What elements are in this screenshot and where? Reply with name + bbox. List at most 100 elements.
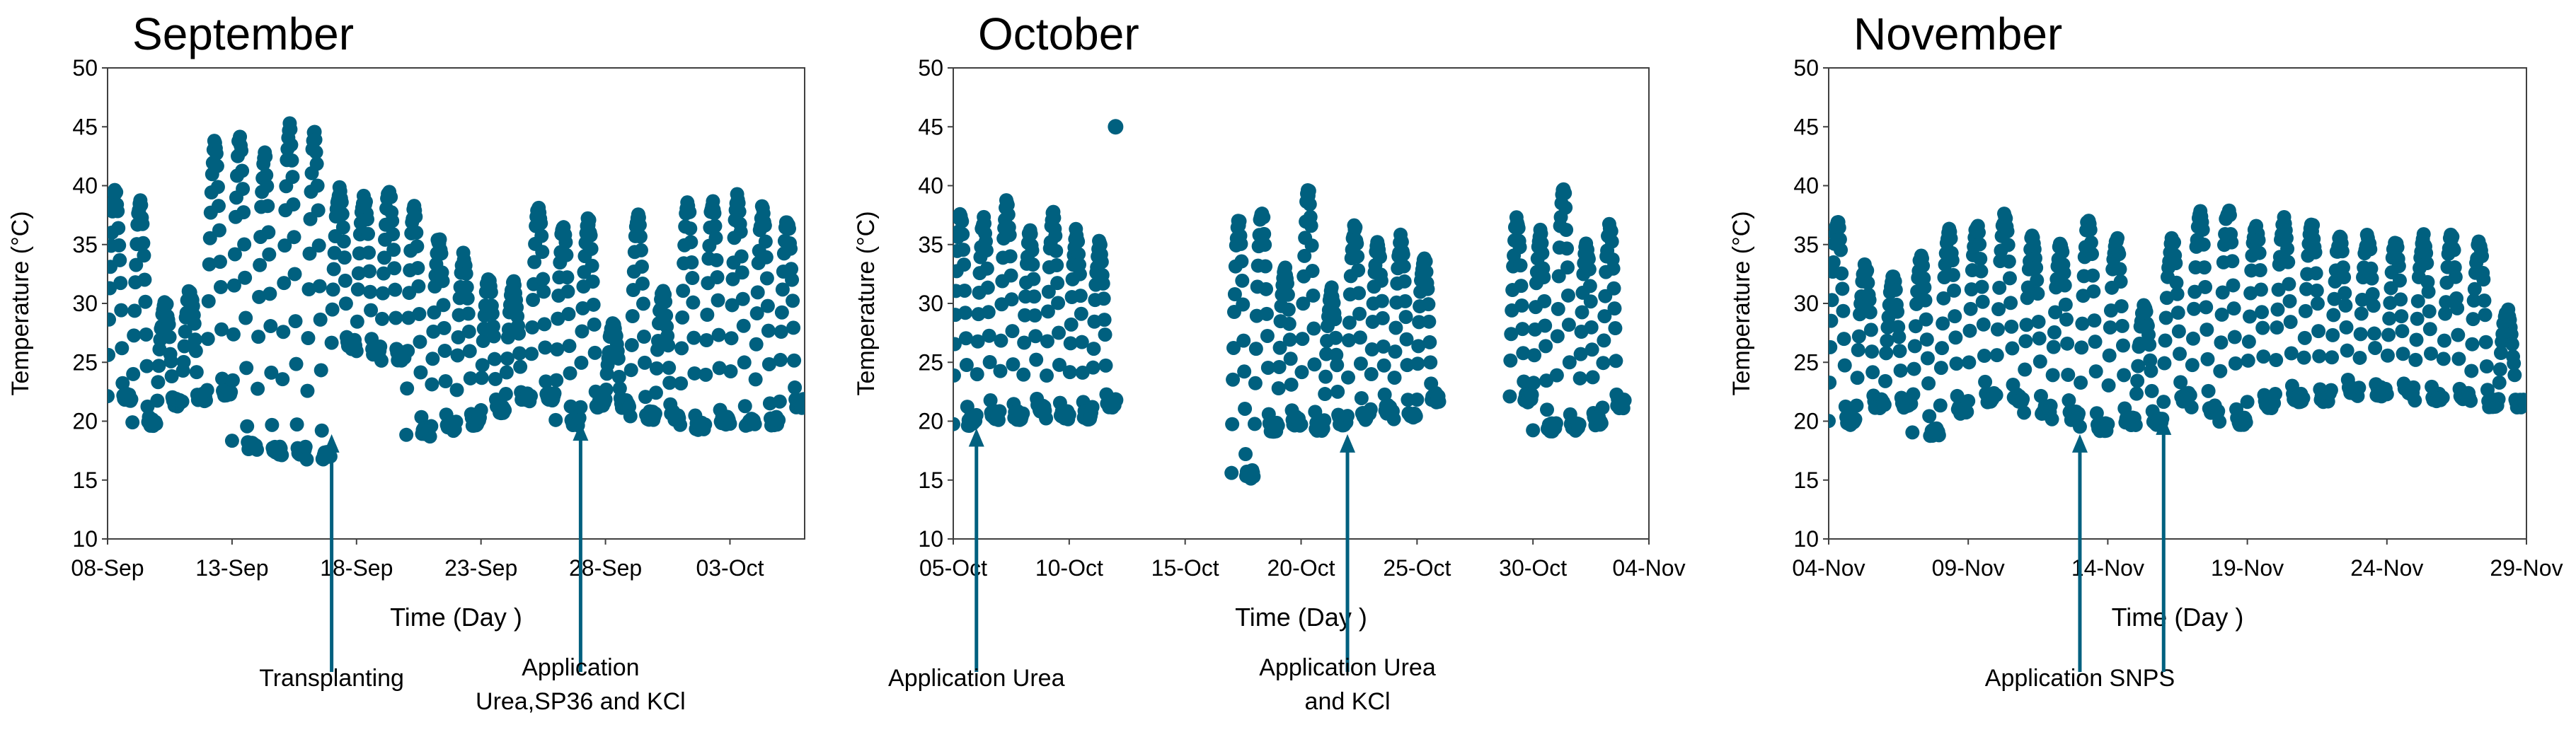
data-point xyxy=(401,344,415,359)
data-point xyxy=(1302,197,1317,211)
data-point xyxy=(114,303,129,318)
data-point xyxy=(2326,308,2341,323)
data-point xyxy=(325,302,340,317)
data-point xyxy=(1282,332,1297,347)
data-point xyxy=(400,381,415,396)
data-point xyxy=(1388,320,1403,335)
data-point xyxy=(1880,320,1895,335)
data-point xyxy=(2158,333,2173,348)
data-point xyxy=(760,298,775,313)
data-point xyxy=(1949,356,1964,371)
data-point xyxy=(2366,298,2381,313)
data-point xyxy=(1410,356,1425,371)
annotation-arrowhead xyxy=(968,428,984,447)
annotation-arrowhead xyxy=(573,422,589,441)
data-point xyxy=(252,289,267,304)
data-point xyxy=(201,294,216,308)
data-point xyxy=(1280,276,1294,291)
data-point xyxy=(277,276,292,291)
data-point xyxy=(324,335,339,350)
data-point xyxy=(1606,261,1621,276)
data-point xyxy=(582,213,597,228)
data-point xyxy=(135,216,150,231)
data-point xyxy=(2325,350,2340,365)
data-point xyxy=(710,269,725,284)
data-point xyxy=(1921,376,1936,391)
data-point xyxy=(1235,273,1250,288)
data-point xyxy=(2410,311,2425,326)
data-point xyxy=(451,330,466,344)
data-point xyxy=(311,203,326,218)
data-point xyxy=(1550,329,1565,344)
data-point xyxy=(437,320,452,335)
data-point xyxy=(788,380,803,395)
data-point xyxy=(360,212,374,227)
data-point xyxy=(684,235,698,250)
y-tick-label: 45 xyxy=(1793,114,1819,139)
data-point xyxy=(2019,318,2034,332)
data-point xyxy=(113,252,127,267)
data-point xyxy=(2365,286,2380,301)
data-point xyxy=(1836,303,1851,318)
data-point xyxy=(1225,417,1240,431)
data-point xyxy=(735,291,750,306)
data-point xyxy=(2311,324,2326,339)
data-point xyxy=(2001,238,2016,252)
data-point xyxy=(1108,392,1124,408)
data-point xyxy=(275,448,289,463)
x-tick-label: 20-Oct xyxy=(1267,555,1335,581)
data-point xyxy=(413,335,427,349)
data-point xyxy=(2017,405,2032,420)
data-point xyxy=(1006,357,1020,372)
data-point xyxy=(149,417,163,431)
data-point xyxy=(584,241,599,256)
data-point xyxy=(2409,332,2424,347)
data-point xyxy=(1595,400,1610,415)
data-point xyxy=(2185,331,2200,346)
data-point xyxy=(2170,286,2185,301)
data-point xyxy=(422,429,437,444)
data-point xyxy=(723,364,738,379)
data-point xyxy=(2492,375,2507,390)
data-point xyxy=(2408,393,2422,408)
data-point xyxy=(2224,235,2239,250)
data-point xyxy=(263,319,278,334)
data-point xyxy=(326,282,340,297)
data-point xyxy=(358,194,373,209)
data-point xyxy=(583,228,598,243)
data-point xyxy=(2352,381,2367,395)
data-point xyxy=(2088,364,2103,379)
data-point xyxy=(410,260,425,275)
data-point xyxy=(2128,417,2143,432)
data-point xyxy=(2200,323,2214,337)
data-point xyxy=(310,178,325,193)
y-tick-label: 20 xyxy=(1793,409,1819,434)
data-point xyxy=(2491,392,2506,407)
data-point xyxy=(1040,304,1055,319)
data-point xyxy=(2477,294,2492,308)
data-point xyxy=(214,322,229,337)
data-point xyxy=(2000,224,2015,239)
data-point xyxy=(970,367,984,382)
data-point xyxy=(1062,365,1077,380)
data-point xyxy=(1931,428,1946,443)
data-point xyxy=(1284,377,1299,392)
data-point xyxy=(2381,327,2396,342)
data-point xyxy=(2391,259,2406,274)
data-point xyxy=(982,328,996,343)
data-point xyxy=(251,330,266,344)
data-point xyxy=(2394,309,2409,324)
data-point xyxy=(2451,352,2466,366)
data-point xyxy=(1551,301,1565,316)
data-point xyxy=(539,374,553,389)
data-point xyxy=(1963,301,1978,316)
data-point xyxy=(1340,370,1355,385)
data-point xyxy=(1226,340,1241,355)
data-point xyxy=(2032,331,2047,346)
data-point xyxy=(300,383,315,398)
data-point xyxy=(1236,333,1251,348)
data-point xyxy=(2029,260,2044,275)
data-point xyxy=(1363,402,1378,417)
data-point xyxy=(1237,364,1252,379)
data-point xyxy=(408,209,423,224)
